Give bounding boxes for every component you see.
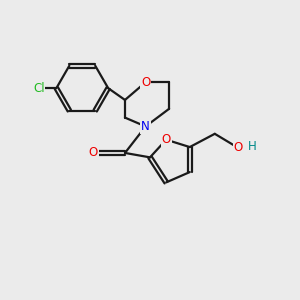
Text: N: N — [141, 120, 150, 133]
Text: O: O — [88, 146, 98, 159]
Text: O: O — [162, 133, 171, 146]
Text: Cl: Cl — [33, 82, 44, 95]
Text: O: O — [141, 76, 150, 89]
Text: H: H — [248, 140, 256, 153]
Text: O: O — [234, 141, 243, 154]
